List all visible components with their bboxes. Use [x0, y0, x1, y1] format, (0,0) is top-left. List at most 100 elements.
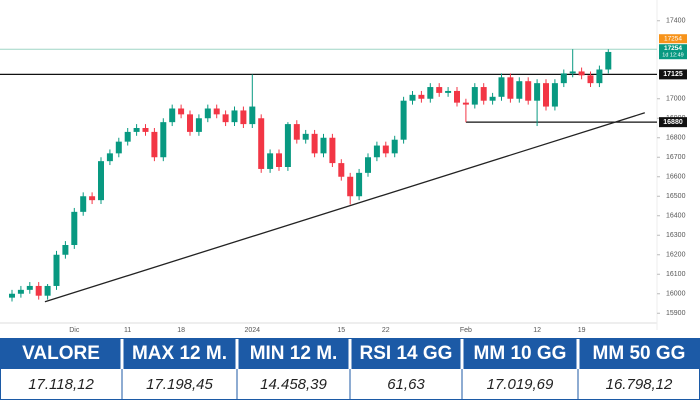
candle-body: [418, 94, 425, 99]
table-cell: 17.118,12: [28, 376, 94, 393]
candle-body: [596, 69, 603, 84]
candle-body: [427, 87, 434, 99]
candle-body: [106, 153, 113, 162]
y-tick-label: 16400: [666, 213, 686, 220]
candle-body: [480, 87, 487, 101]
trendline: [44, 112, 645, 303]
level-label: 17125: [663, 71, 683, 78]
table-cell: 14.458,39: [260, 376, 327, 393]
candle-body: [338, 163, 345, 177]
y-tick-label: 16000: [666, 291, 686, 298]
candle-body: [284, 124, 291, 167]
price-box: [659, 44, 687, 60]
table-cell: 17.019,69: [487, 376, 554, 393]
candle-body: [498, 77, 505, 97]
candle-body: [71, 211, 78, 245]
x-tick-label: Dic: [69, 327, 80, 334]
y-tick-label: 16200: [666, 252, 686, 259]
candle-body: [525, 81, 532, 101]
countdown: 1d 12:49: [662, 53, 683, 59]
y-tick-label: 16300: [666, 232, 686, 239]
candle-body: [26, 285, 33, 290]
candle-body: [454, 90, 460, 103]
candle-body: [373, 145, 380, 158]
candle-body: [551, 83, 558, 107]
candle-body: [133, 128, 140, 132]
x-tick-label: Feb: [460, 327, 472, 334]
candle-body: [240, 110, 247, 125]
candle-body: [391, 139, 398, 154]
y-tick-label: 17000: [666, 96, 686, 103]
table-header: MM 10 GG: [474, 343, 567, 364]
candle-body: [9, 293, 15, 298]
candle-body: [187, 114, 193, 132]
y-tick-label: 15900: [666, 310, 686, 317]
candle-body: [471, 87, 478, 105]
x-tick-label: 12: [533, 327, 541, 334]
x-tick-label: 2024: [245, 327, 261, 334]
candle-body: [267, 153, 274, 169]
table-header: RSI 14 GG: [360, 343, 453, 364]
candle-body: [53, 254, 60, 286]
table-cell: 17.198,45: [146, 376, 213, 393]
candle-body: [382, 145, 389, 154]
table-cell: 16.798,12: [606, 376, 673, 393]
candle-body: [169, 108, 176, 123]
candle-body: [569, 71, 576, 74]
candle-body: [89, 196, 96, 201]
x-tick-label: 18: [177, 327, 185, 334]
candle-body: [98, 161, 104, 201]
candle-body: [507, 77, 514, 99]
y-tick-label: 17400: [666, 18, 686, 25]
candle-body: [356, 172, 363, 197]
candle-body: [213, 108, 220, 115]
candle-body: [142, 128, 149, 132]
candle-body: [462, 102, 469, 105]
candle-body: [195, 118, 202, 132]
x-tick-label: 15: [337, 327, 345, 334]
table-header: MM 50 GG: [593, 343, 686, 364]
candle-body: [587, 75, 594, 84]
x-tick-label: 19: [578, 327, 586, 334]
level-box: [659, 69, 687, 80]
y-tick-label: 16800: [666, 135, 686, 142]
candle-body: [17, 289, 24, 294]
candle-body: [222, 114, 229, 123]
candle-body: [249, 106, 256, 125]
x-tick-label: 11: [124, 327, 131, 334]
candle-body: [302, 133, 309, 140]
candle-body: [151, 131, 158, 158]
candle-body: [178, 108, 185, 115]
candle-body: [311, 133, 318, 154]
level-label: 16880: [663, 119, 683, 126]
candle-body: [44, 285, 51, 296]
y-tick-label: 16600: [666, 174, 686, 181]
table-header: VALORE: [22, 343, 100, 364]
candle-body: [605, 51, 612, 70]
candle-body: [409, 94, 416, 101]
candle-body: [560, 73, 567, 84]
candle-body: [258, 118, 265, 169]
price-box: [659, 34, 687, 44]
candle-body: [543, 83, 549, 107]
table-cell: 61,63: [387, 376, 425, 393]
candle-body: [320, 137, 327, 154]
candle-body: [347, 176, 354, 197]
table-header: MAX 12 M.: [132, 343, 227, 364]
candle-body: [445, 90, 452, 93]
price-label: 17254: [664, 45, 682, 52]
price-label: 17254: [664, 35, 682, 42]
table-header: MIN 12 M.: [250, 343, 338, 364]
candle-body: [35, 285, 42, 296]
candle-body: [489, 96, 496, 101]
candle-body: [276, 153, 282, 167]
candle-body: [365, 157, 371, 173]
y-tick-label: 16700: [666, 154, 686, 161]
candle-body: [293, 124, 300, 140]
candle-body: [578, 71, 585, 76]
y-tick-label: 16500: [666, 193, 686, 200]
candle-body: [436, 87, 443, 93]
candle-body: [204, 108, 211, 119]
candle-body: [80, 196, 87, 212]
